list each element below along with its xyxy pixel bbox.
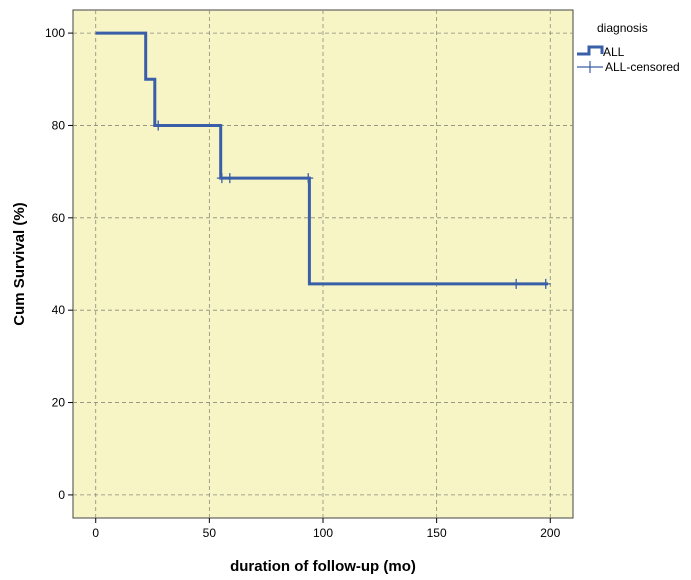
x-tick-label: 200 [540,526,560,540]
legend-entry-all: ALL [603,45,625,59]
y-tick-label: 100 [45,26,65,40]
series-line-all [95,31,548,286]
legend-entry-censored: ALL-censored [605,60,680,74]
legend-title: diagnosis [597,21,648,35]
y-tick-label: 80 [52,118,66,132]
y-tick-label: 60 [52,211,66,225]
y-tick-label: 40 [52,303,66,317]
x-tick-label: 50 [203,526,217,540]
censor-marker [303,173,314,184]
x-axis-title: duration of follow-up (mo) [230,558,416,575]
censor-marker [224,173,235,184]
censor-marker [511,278,522,289]
legend: diagnosis ALL ALL-censored [577,21,680,74]
censor-marker [153,120,164,131]
axis-ticks: 0 50 100 150 200 0 20 40 60 80 100 [45,26,561,540]
x-tick-label: 150 [427,526,447,540]
series-layer [95,31,548,286]
y-tick-label: 0 [58,488,65,502]
censor-marker [540,278,551,289]
x-tick-label: 100 [313,526,333,540]
y-tick-label: 20 [52,396,66,410]
censor-marks [153,120,551,289]
grid [73,10,573,518]
legend-swatch-censored [577,61,603,73]
x-tick-label: 0 [92,526,99,540]
legend-swatch-all [577,45,604,56]
y-axis-title: Cum Survival (%) [11,202,28,325]
